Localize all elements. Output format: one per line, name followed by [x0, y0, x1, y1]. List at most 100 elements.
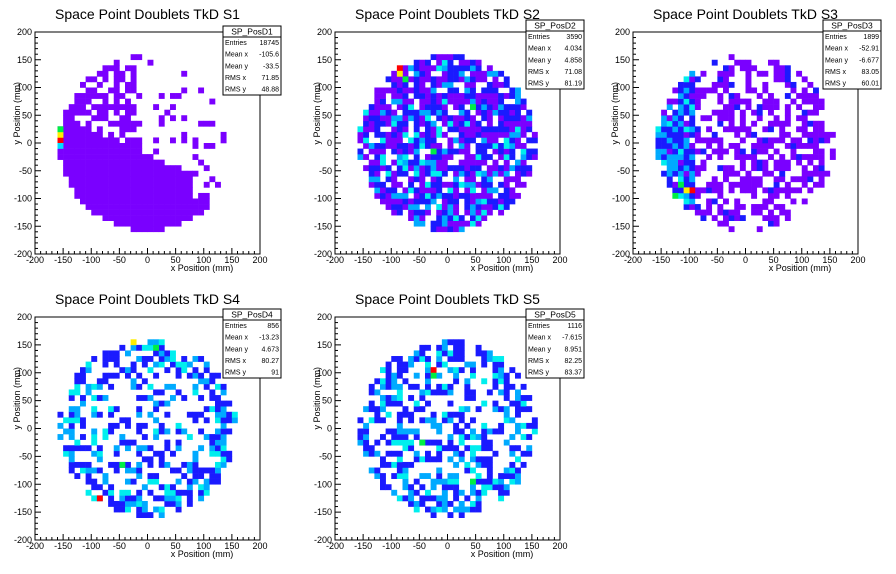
heatmap-cell	[170, 104, 176, 110]
heatmap-cell	[68, 389, 75, 396]
heatmap-cell	[419, 70, 426, 77]
heatmap-cell	[374, 411, 381, 418]
heatmap-cell	[807, 143, 814, 149]
heatmap-cell	[526, 120, 533, 127]
heatmap-cell	[796, 70, 803, 77]
heatmap-cell	[419, 473, 426, 479]
heatmap-cell	[751, 176, 758, 183]
heatmap-cell	[203, 120, 210, 127]
heatmap-cell	[209, 473, 216, 479]
heatmap-cell	[464, 115, 471, 122]
heatmap-cell	[762, 187, 769, 194]
heatmap-cell	[385, 137, 392, 144]
heatmap-cell	[130, 439, 137, 446]
heatmap-cell	[158, 181, 165, 188]
heatmap-cell	[108, 131, 115, 138]
heatmap-cell	[436, 131, 443, 138]
heatmap-cell	[170, 495, 176, 502]
heatmap-cell	[464, 198, 471, 205]
heatmap-cell	[108, 198, 115, 205]
heatmap-cell	[198, 159, 205, 166]
heatmap-cell	[509, 445, 516, 452]
heatmap-cell	[130, 120, 137, 127]
heatmap-cell	[385, 383, 392, 390]
heatmap-cell	[186, 467, 193, 474]
heatmap-cell	[436, 181, 443, 188]
heatmap-cell	[723, 148, 729, 155]
heatmap-cell	[796, 115, 803, 122]
heatmap-cell	[80, 176, 86, 183]
heatmap-cell	[136, 372, 143, 379]
heatmap-cell	[689, 104, 696, 110]
heatmap-cell	[108, 137, 115, 144]
heatmap-cell	[175, 422, 182, 429]
heatmap-cell	[396, 204, 403, 210]
heatmap-cell	[430, 484, 437, 491]
heatmap-cell	[136, 143, 143, 149]
heatmap-cell	[498, 495, 505, 502]
heatmap-cell	[425, 87, 431, 94]
heatmap-cell	[153, 148, 160, 155]
heatmap-cell	[481, 456, 488, 463]
heatmap-cell	[113, 500, 120, 507]
heatmap-cell	[441, 204, 448, 210]
heatmap-cell	[515, 143, 521, 149]
heatmap-cell	[509, 478, 516, 485]
heatmap-cell	[453, 226, 460, 233]
heatmap-cell	[203, 367, 210, 374]
heatmap-cell	[85, 76, 92, 83]
heatmap-cell	[402, 187, 409, 194]
heatmap-cell	[745, 154, 752, 160]
heatmap-cell	[723, 109, 729, 116]
heatmap-cell	[136, 215, 143, 221]
heatmap-cell	[186, 209, 193, 216]
heatmap-cell	[475, 215, 482, 221]
heatmap-cell	[779, 187, 786, 194]
heatmap-cell	[80, 467, 86, 474]
heatmap-cell	[683, 159, 690, 166]
heatmap-cell	[447, 484, 454, 491]
heatmap-cell	[683, 154, 690, 160]
heatmap-cell	[419, 137, 426, 144]
heatmap-cell	[125, 120, 131, 127]
heatmap-cell	[374, 192, 381, 199]
heatmap-cell	[419, 500, 426, 507]
heatmap-cell	[475, 220, 482, 227]
heatmap-cell	[125, 148, 131, 155]
heatmap-cell	[425, 400, 431, 407]
heatmap-cell	[68, 131, 75, 138]
heatmap-cell	[85, 154, 92, 160]
heatmap-cell	[141, 192, 148, 199]
heatmap-cell	[374, 109, 381, 116]
heatmap-cell	[801, 120, 808, 127]
heatmap-cell	[768, 215, 774, 221]
heatmap-cell	[509, 461, 516, 468]
heatmap-cell	[453, 148, 460, 155]
heatmap-cell	[430, 65, 437, 72]
heatmap-cell	[158, 120, 165, 127]
heatmap-cell	[436, 59, 443, 66]
heatmap-cell	[425, 159, 431, 166]
heatmap-cell	[486, 204, 493, 210]
heatmap-cell	[498, 428, 505, 435]
heatmap-cell	[425, 93, 431, 99]
heatmap-cell	[125, 192, 131, 199]
heatmap-cell	[470, 434, 476, 440]
heatmap-cell	[717, 154, 724, 160]
heatmap-cell	[68, 461, 75, 468]
heatmap-cell	[102, 356, 109, 362]
heatmap-cell	[380, 484, 386, 491]
heatmap-cell	[141, 187, 148, 194]
y-tick-label: -200	[314, 249, 332, 259]
heatmap-cell	[181, 137, 188, 144]
heatmap-cell	[723, 215, 729, 221]
stats-value: -33.5	[263, 63, 279, 70]
heatmap-cell	[419, 65, 426, 72]
heatmap-cell	[402, 484, 409, 491]
heatmap-cell	[119, 489, 126, 496]
heatmap-cell	[419, 120, 426, 127]
heatmap-cell	[357, 137, 364, 144]
heatmap-cell	[813, 120, 819, 127]
heatmap-cell	[515, 126, 521, 133]
heatmap-cell	[130, 148, 137, 155]
